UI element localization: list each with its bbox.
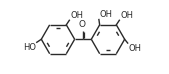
Text: HO: HO (23, 43, 36, 52)
Text: OH: OH (120, 11, 133, 20)
Text: OH: OH (128, 44, 141, 53)
Text: OH: OH (100, 10, 113, 19)
Text: O: O (79, 20, 86, 29)
Text: OH: OH (70, 11, 83, 20)
